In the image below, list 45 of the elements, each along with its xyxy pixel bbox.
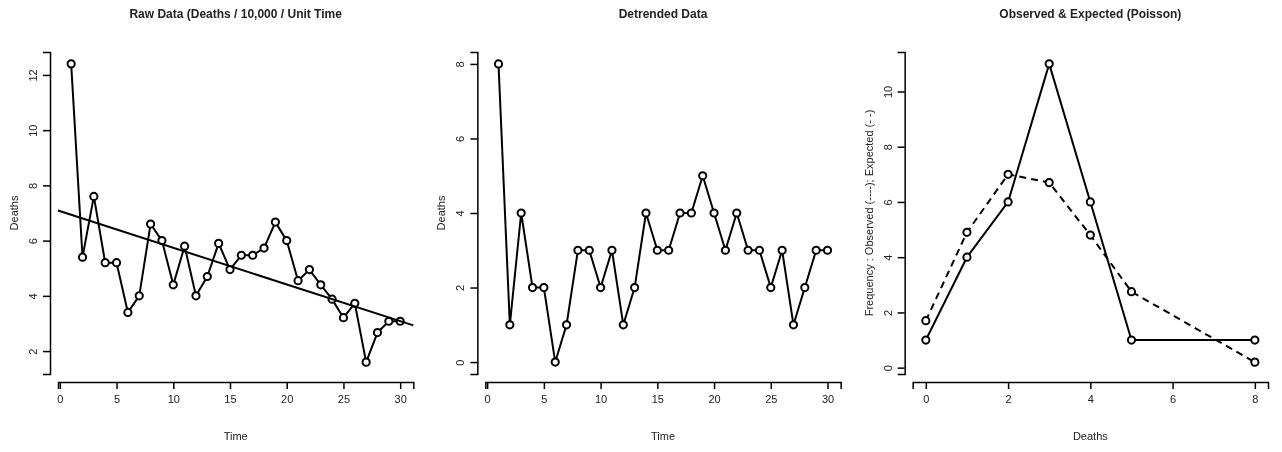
- x-tick-label: 0: [57, 392, 64, 405]
- y-tick-label: 4: [881, 254, 894, 261]
- x-tick-label: 2: [1005, 392, 1012, 405]
- y-tick-label: 10: [881, 85, 894, 99]
- y-tick-label: 2: [26, 348, 39, 355]
- x-tick-label: 5: [113, 392, 121, 405]
- x-axis-title: Time: [650, 430, 676, 442]
- y-axis-title: Deaths: [8, 195, 20, 231]
- x-tick-label: 25: [337, 392, 351, 405]
- x-axis-title: Time: [223, 430, 248, 442]
- x-tick-label: 6: [1170, 392, 1177, 405]
- x-tick-label: 5: [541, 392, 548, 405]
- y-tick-label: 0: [881, 365, 894, 372]
- y-axis-title: Deaths: [435, 195, 448, 231]
- y-tick-label: 4: [454, 210, 467, 217]
- x-tick-label: 8: [1252, 392, 1259, 405]
- x-tick-label: 0: [923, 392, 930, 405]
- x-tick-label: 25: [765, 392, 778, 405]
- y-tick-label: 6: [454, 135, 467, 143]
- x-tick-label: 0: [484, 392, 491, 405]
- chart-title: Observed & Expected (Poisson): [999, 7, 1182, 21]
- x-tick-label: 10: [167, 392, 180, 405]
- y-tick-label: 8: [881, 144, 894, 151]
- y-tick-label: 4: [26, 293, 39, 300]
- y-tick-label: 10: [26, 124, 39, 137]
- y-axis-title: Frequency : Observed (----); Expected (- -): [862, 109, 875, 317]
- x-axis-title: Deaths: [1072, 430, 1109, 442]
- chart-title: Detrended Data: [618, 7, 708, 21]
- x-tick-label: 20: [281, 392, 294, 405]
- y-tick-label: 2: [454, 284, 467, 292]
- y-tick-label: 8: [454, 61, 467, 68]
- y-tick-label: 12: [26, 69, 39, 82]
- y-tick-label: 6: [26, 238, 39, 245]
- y-tick-label: 2: [881, 309, 894, 316]
- y-tick-label: 0: [454, 359, 467, 366]
- x-tick-label: 4: [1087, 392, 1094, 405]
- chart-title: Raw Data (Deaths / 10,000 / Unit Time: [129, 7, 343, 21]
- x-tick-label: 30: [394, 392, 407, 405]
- x-tick-label: 20: [708, 392, 721, 405]
- x-tick-label: 30: [821, 392, 835, 405]
- x-tick-label: 10: [594, 392, 608, 405]
- x-tick-label: 15: [224, 392, 237, 405]
- y-tick-label: 8: [26, 182, 39, 189]
- x-tick-label: 15: [651, 392, 664, 405]
- y-tick-label: 6: [881, 199, 894, 206]
